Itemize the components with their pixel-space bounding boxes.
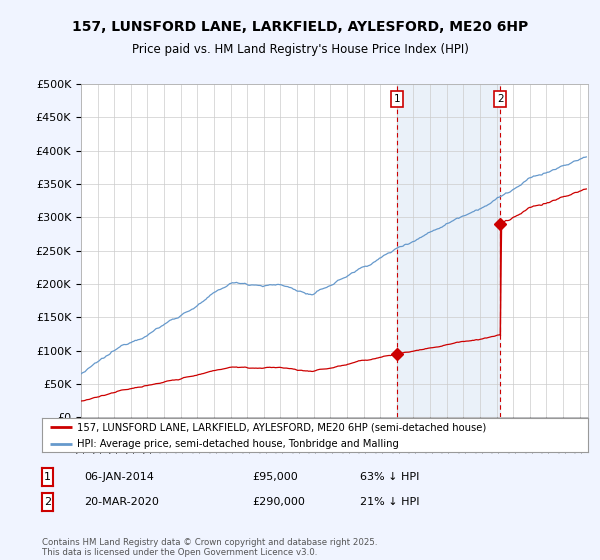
Bar <box>397 84 500 417</box>
Text: 63% ↓ HPI: 63% ↓ HPI <box>360 472 419 482</box>
Text: 21% ↓ HPI: 21% ↓ HPI <box>360 497 419 507</box>
Text: Contains HM Land Registry data © Crown copyright and database right 2025.
This d: Contains HM Land Registry data © Crown c… <box>42 538 377 557</box>
Text: HPI: Average price, semi-detached house, Tonbridge and Malling: HPI: Average price, semi-detached house,… <box>77 439 400 449</box>
Text: 157, LUNSFORD LANE, LARKFIELD, AYLESFORD, ME20 6HP: 157, LUNSFORD LANE, LARKFIELD, AYLESFORD… <box>72 20 528 34</box>
Text: 2: 2 <box>44 497 51 507</box>
Text: £290,000: £290,000 <box>252 497 305 507</box>
Text: 1: 1 <box>44 472 51 482</box>
Text: Price paid vs. HM Land Registry's House Price Index (HPI): Price paid vs. HM Land Registry's House … <box>131 43 469 55</box>
Text: 06-JAN-2014: 06-JAN-2014 <box>84 472 154 482</box>
Text: 20-MAR-2020: 20-MAR-2020 <box>84 497 159 507</box>
Text: 157, LUNSFORD LANE, LARKFIELD, AYLESFORD, ME20 6HP (semi-detached house): 157, LUNSFORD LANE, LARKFIELD, AYLESFORD… <box>77 422 487 432</box>
Text: £95,000: £95,000 <box>252 472 298 482</box>
Text: 2: 2 <box>497 94 503 104</box>
Text: 1: 1 <box>394 94 400 104</box>
